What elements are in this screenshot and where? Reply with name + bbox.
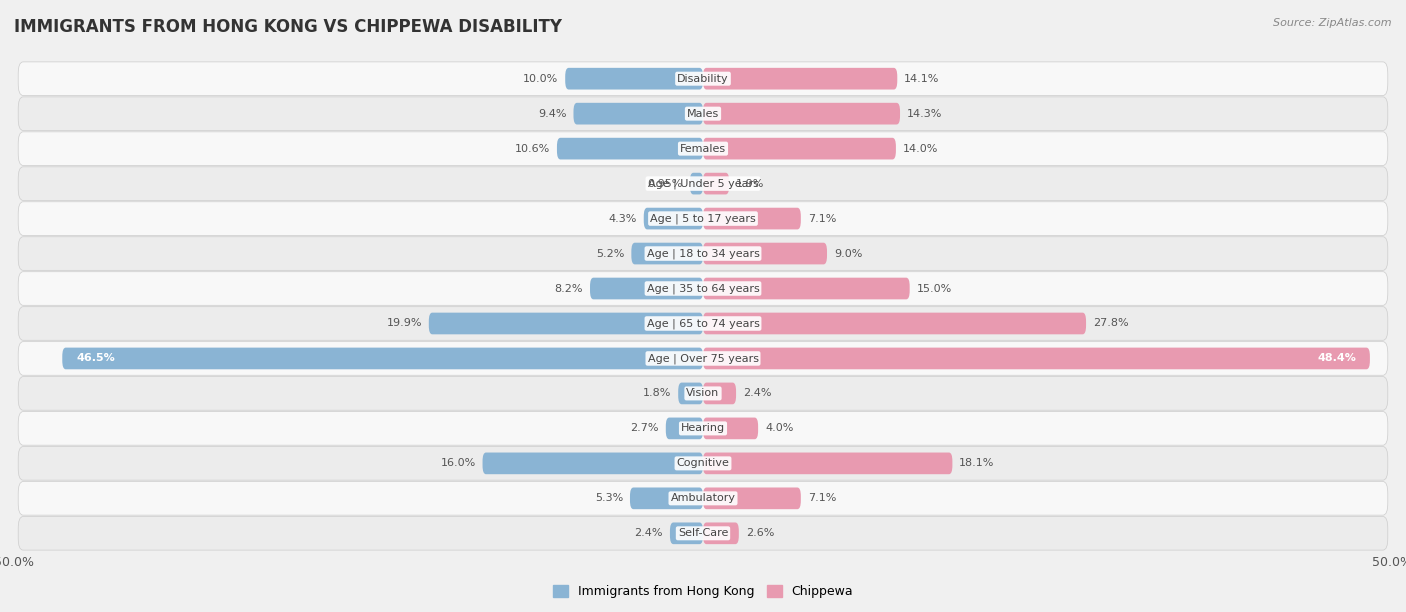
Text: Age | Under 5 years: Age | Under 5 years bbox=[648, 178, 758, 189]
Text: 10.6%: 10.6% bbox=[515, 144, 550, 154]
Text: Vision: Vision bbox=[686, 389, 720, 398]
FancyBboxPatch shape bbox=[630, 488, 703, 509]
Text: 4.3%: 4.3% bbox=[609, 214, 637, 223]
FancyBboxPatch shape bbox=[703, 382, 737, 405]
FancyBboxPatch shape bbox=[18, 376, 1388, 410]
Text: 1.9%: 1.9% bbox=[737, 179, 765, 188]
Text: Hearing: Hearing bbox=[681, 424, 725, 433]
Text: 5.2%: 5.2% bbox=[596, 248, 624, 258]
Text: 8.2%: 8.2% bbox=[554, 283, 583, 294]
FancyBboxPatch shape bbox=[703, 207, 801, 230]
Text: Age | 5 to 17 years: Age | 5 to 17 years bbox=[650, 214, 756, 224]
Text: 9.0%: 9.0% bbox=[834, 248, 862, 258]
Text: 27.8%: 27.8% bbox=[1092, 318, 1129, 329]
Text: 7.1%: 7.1% bbox=[807, 493, 837, 503]
Text: Source: ZipAtlas.com: Source: ZipAtlas.com bbox=[1274, 18, 1392, 28]
Text: 19.9%: 19.9% bbox=[387, 318, 422, 329]
Text: 48.4%: 48.4% bbox=[1317, 354, 1357, 364]
Legend: Immigrants from Hong Kong, Chippewa: Immigrants from Hong Kong, Chippewa bbox=[548, 580, 858, 603]
FancyBboxPatch shape bbox=[703, 452, 952, 474]
Text: Age | 35 to 64 years: Age | 35 to 64 years bbox=[647, 283, 759, 294]
FancyBboxPatch shape bbox=[18, 62, 1388, 95]
Text: 0.95%: 0.95% bbox=[648, 179, 683, 188]
FancyBboxPatch shape bbox=[18, 237, 1388, 271]
FancyBboxPatch shape bbox=[703, 243, 827, 264]
FancyBboxPatch shape bbox=[644, 207, 703, 230]
Text: 14.3%: 14.3% bbox=[907, 109, 942, 119]
FancyBboxPatch shape bbox=[18, 412, 1388, 445]
Text: Males: Males bbox=[688, 109, 718, 119]
FancyBboxPatch shape bbox=[18, 132, 1388, 165]
FancyBboxPatch shape bbox=[703, 488, 801, 509]
Text: 5.3%: 5.3% bbox=[595, 493, 623, 503]
Text: 14.1%: 14.1% bbox=[904, 73, 939, 84]
Text: 14.0%: 14.0% bbox=[903, 144, 938, 154]
FancyBboxPatch shape bbox=[18, 272, 1388, 305]
Text: Age | 18 to 34 years: Age | 18 to 34 years bbox=[647, 248, 759, 259]
Text: Age | Over 75 years: Age | Over 75 years bbox=[648, 353, 758, 364]
FancyBboxPatch shape bbox=[703, 278, 910, 299]
Text: IMMIGRANTS FROM HONG KONG VS CHIPPEWA DISABILITY: IMMIGRANTS FROM HONG KONG VS CHIPPEWA DI… bbox=[14, 18, 562, 36]
FancyBboxPatch shape bbox=[18, 517, 1388, 550]
FancyBboxPatch shape bbox=[703, 173, 730, 195]
Text: Ambulatory: Ambulatory bbox=[671, 493, 735, 503]
Text: 7.1%: 7.1% bbox=[807, 214, 837, 223]
Text: 2.6%: 2.6% bbox=[745, 528, 775, 539]
FancyBboxPatch shape bbox=[690, 173, 703, 195]
FancyBboxPatch shape bbox=[591, 278, 703, 299]
FancyBboxPatch shape bbox=[18, 307, 1388, 340]
Text: 15.0%: 15.0% bbox=[917, 283, 952, 294]
FancyBboxPatch shape bbox=[18, 167, 1388, 200]
Text: 1.8%: 1.8% bbox=[643, 389, 671, 398]
Text: 16.0%: 16.0% bbox=[440, 458, 475, 468]
FancyBboxPatch shape bbox=[18, 482, 1388, 515]
FancyBboxPatch shape bbox=[678, 382, 703, 405]
FancyBboxPatch shape bbox=[429, 313, 703, 334]
FancyBboxPatch shape bbox=[703, 103, 900, 124]
Text: 9.4%: 9.4% bbox=[538, 109, 567, 119]
FancyBboxPatch shape bbox=[574, 103, 703, 124]
FancyBboxPatch shape bbox=[62, 348, 703, 369]
FancyBboxPatch shape bbox=[703, 348, 1369, 369]
Text: 18.1%: 18.1% bbox=[959, 458, 994, 468]
FancyBboxPatch shape bbox=[18, 341, 1388, 375]
Text: 4.0%: 4.0% bbox=[765, 424, 793, 433]
FancyBboxPatch shape bbox=[18, 202, 1388, 236]
FancyBboxPatch shape bbox=[669, 523, 703, 544]
Text: Females: Females bbox=[681, 144, 725, 154]
FancyBboxPatch shape bbox=[565, 68, 703, 89]
Text: Cognitive: Cognitive bbox=[676, 458, 730, 468]
FancyBboxPatch shape bbox=[703, 313, 1085, 334]
Text: 10.0%: 10.0% bbox=[523, 73, 558, 84]
FancyBboxPatch shape bbox=[18, 97, 1388, 130]
FancyBboxPatch shape bbox=[482, 452, 703, 474]
FancyBboxPatch shape bbox=[666, 417, 703, 439]
Text: 46.5%: 46.5% bbox=[76, 354, 115, 364]
FancyBboxPatch shape bbox=[18, 447, 1388, 480]
Text: Self-Care: Self-Care bbox=[678, 528, 728, 539]
Text: 2.4%: 2.4% bbox=[742, 389, 772, 398]
Text: 2.4%: 2.4% bbox=[634, 528, 664, 539]
FancyBboxPatch shape bbox=[631, 243, 703, 264]
FancyBboxPatch shape bbox=[703, 523, 738, 544]
FancyBboxPatch shape bbox=[703, 417, 758, 439]
Text: Disability: Disability bbox=[678, 73, 728, 84]
Text: 2.7%: 2.7% bbox=[630, 424, 659, 433]
FancyBboxPatch shape bbox=[703, 138, 896, 160]
FancyBboxPatch shape bbox=[557, 138, 703, 160]
FancyBboxPatch shape bbox=[703, 68, 897, 89]
Text: Age | 65 to 74 years: Age | 65 to 74 years bbox=[647, 318, 759, 329]
